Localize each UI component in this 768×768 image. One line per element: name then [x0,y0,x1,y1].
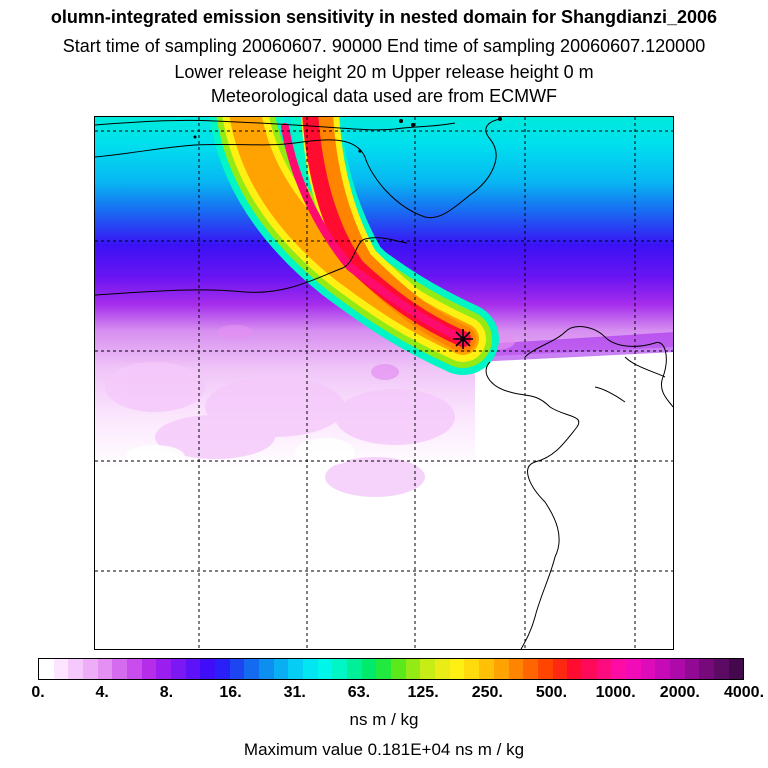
colorbar-tick-label: 63. [347,684,371,701]
graticule [95,117,673,649]
colorbar-segment [361,659,377,679]
colorbar-segment [273,659,289,679]
emission-sensitivity-map [95,117,673,649]
colorbar-tick-label: 4. [95,684,109,701]
colorbar-segment [669,659,685,679]
colorbar-segment [464,659,480,679]
colorbar-segment [449,659,465,679]
colorbar-segment [244,659,260,679]
colorbar-segment [288,659,304,679]
colorbar-segment [713,659,729,679]
colorbar-segment [39,659,54,679]
colorbar-segment [625,659,641,679]
colorbar-segment [728,659,744,679]
coastlines [95,118,673,649]
colorbar-tick-label: 16. [219,684,242,701]
colorbar-segment [640,659,656,679]
release-height-line: Lower release height 20 m Upper release … [174,62,594,82]
colorbar-segment [611,659,626,679]
colorbar-segment [97,659,113,679]
colorbar-segment [185,659,201,679]
colorbar-tick-label: 2000. [659,684,700,701]
colorbar-segment [141,659,157,679]
colorbar-segment [581,659,597,679]
maximum-value-label: Maximum value 0.181E+04 ns m / kg [243,740,525,759]
colorbar [38,658,744,680]
colorbar-segment [552,659,568,679]
colorbar-segment [655,659,670,679]
colorbar-segment [376,659,392,679]
colorbar-tick-label: 8. [159,684,174,701]
colorbar-tick-label: 4000. [723,684,765,701]
colorbar-segment [684,659,700,679]
colorbar-segment [537,659,553,679]
colorbar-segment [200,659,216,679]
colorbar-tick-label: 31. [283,684,306,701]
colorbar-segment [699,659,714,679]
map-panel [94,116,674,650]
colorbar-segment [156,659,172,679]
colorbar-segment [68,659,84,679]
colorbar-tick-label: 500. [535,684,568,701]
low-sensitivity-patches [105,362,455,497]
colorbar-tick-label: 0. [31,684,45,701]
colorbar-segment [479,659,494,679]
colorbar-segment [508,659,524,679]
colorbar-segment [596,659,612,679]
colorbar-segment [112,659,128,679]
sea-blank-region [475,347,673,649]
colorbar-units: ns m / kg [349,710,419,729]
colorbar-segment [317,659,333,679]
colorbar-tick-label: 1000. [595,684,636,701]
colorbar-segment [435,659,450,679]
colorbar-segment [171,659,186,679]
sampling-time-line: Start time of sampling 20060607. 90000 E… [62,36,706,56]
colorbar-segment [420,659,436,679]
colorbar-segment [332,659,348,679]
colorbar-segment [127,659,142,679]
colorbar-segment [567,659,582,679]
colorbar-tick-label: 250. [471,684,503,701]
colorbar-segment [53,659,69,679]
colorbar-segment [523,659,538,679]
met-data-line: Meteorological data used are from ECMWF [210,86,558,106]
colorbar-segment [229,659,245,679]
colorbar-segment [391,659,406,679]
colorbar-tick-label: 125. [407,684,439,701]
islands [193,117,502,153]
colorbar-segment [215,659,230,679]
colorbar-segment [347,659,362,679]
colorbar-segment [259,659,274,679]
colorbar-segment [83,659,98,679]
plot-title: olumn-integrated emission sensitivity in… [50,7,718,27]
colorbar-segment [405,659,421,679]
colorbar-segment [303,659,318,679]
release-site-marker [453,329,473,349]
colorbar-segment [493,659,509,679]
